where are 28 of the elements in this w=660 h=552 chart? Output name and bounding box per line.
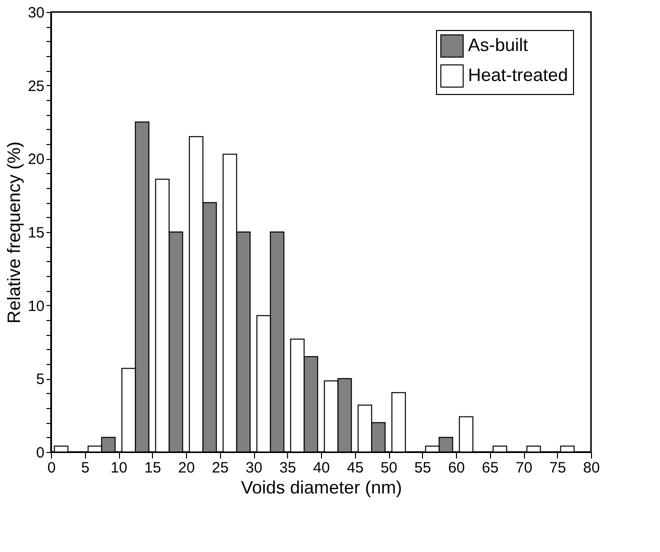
x-tick-label: 15 (144, 460, 162, 476)
y-tick-label: 30 (28, 4, 44, 22)
y-tick-label: 25 (28, 78, 44, 95)
legend-label: Heat-treated (468, 65, 568, 85)
y-tick-label: 0 (36, 444, 44, 462)
x-tick-label: 55 (414, 460, 432, 476)
x-tick-label: 30 (246, 460, 262, 476)
x-tick-label: 35 (279, 460, 296, 476)
y-tick-label: 10 (28, 298, 44, 315)
x-tick-label: 20 (178, 460, 195, 476)
x-tick-label: 65 (482, 460, 499, 476)
legend-label: As-built (468, 35, 528, 55)
y-tick-label: 5 (36, 371, 44, 388)
x-tick-label: 0 (47, 460, 56, 476)
x-tick-label: 80 (583, 460, 600, 476)
x-tick-label: 70 (516, 460, 532, 476)
y-tick-label: 20 (28, 151, 44, 168)
x-tick-label: 45 (346, 460, 364, 476)
x-tick-label: 25 (212, 460, 229, 476)
x-tick-label: 40 (313, 460, 330, 476)
y-axis-title: Relative frequency (%) (4, 141, 24, 324)
x-tick-label: 10 (110, 460, 128, 476)
x-tick-label: 75 (549, 460, 566, 476)
y-tick-label: 15 (28, 224, 44, 242)
x-tick-label: 60 (448, 460, 465, 476)
x-axis-title: Voids diameter (nm) (240, 478, 402, 498)
x-tick-label: 50 (380, 460, 398, 476)
x-tick-label: 5 (81, 460, 90, 476)
